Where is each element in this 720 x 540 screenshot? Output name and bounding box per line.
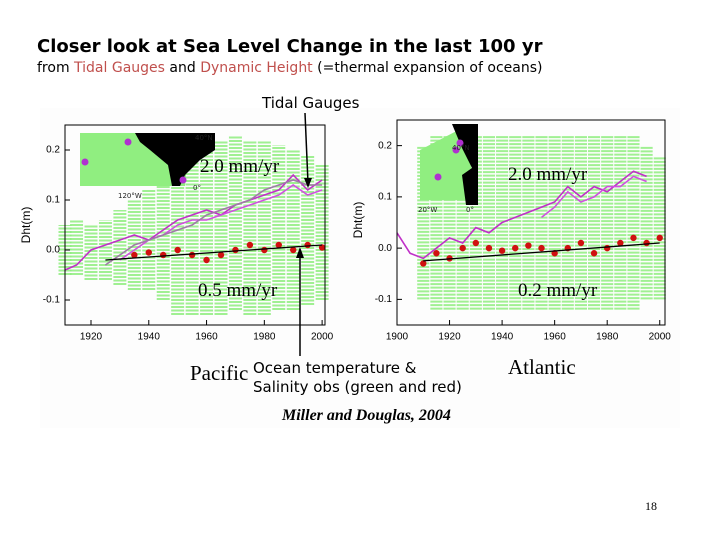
data-point: [485, 244, 493, 252]
region-label: Pacific: [190, 361, 248, 385]
region-label: Atlantic: [508, 355, 576, 379]
subtitle-part: Tidal Gauges: [73, 60, 165, 76]
data-point: [643, 239, 650, 247]
data-point: [188, 251, 196, 259]
y-axis-label: Dht(m): [351, 202, 365, 239]
plot-frame: [396, 119, 666, 326]
callout: Tidal Gauges: [261, 94, 360, 112]
data-point: [617, 239, 624, 247]
data-point: [498, 247, 506, 254]
arrow-head: [296, 247, 304, 258]
slide-subtitle: from Tidal Gauges and Dynamic Height (=t…: [37, 60, 542, 76]
inset-site: [81, 158, 89, 166]
y-tick-label: 0.2: [46, 145, 60, 156]
data-point: [318, 244, 326, 251]
series-line: [105, 244, 323, 261]
arrow-head: [304, 178, 312, 188]
data-point: [420, 260, 427, 267]
y-tick-label: 0.0: [46, 245, 60, 256]
data-point: [538, 244, 545, 252]
subtitle-part: and: [165, 60, 200, 76]
data-point: [290, 246, 297, 254]
rate-annotation: 2.0 mm/yr: [200, 156, 280, 177]
inset-land: [452, 124, 478, 205]
x-tick-label: 1980: [596, 332, 619, 343]
data-point: [590, 250, 598, 257]
x-tick-label: 1900: [386, 332, 409, 343]
y-tick-label: 0.0: [378, 243, 392, 254]
x-tick-label: 1960: [195, 332, 218, 343]
x-tick-label: 1960: [544, 332, 567, 343]
rate-annotation: 0.2 mm/yr: [518, 280, 598, 301]
callout: Salinity obs (green and red): [253, 378, 462, 396]
subtitle-part: Dynamic Height: [200, 60, 313, 76]
x-tick-label: 1920: [80, 332, 103, 343]
series-line: [104, 179, 323, 266]
inset-label: 120°W: [118, 192, 142, 200]
inset-label: 20°W: [418, 206, 437, 214]
rate-annotation: 2.0 mm/yr: [508, 164, 588, 185]
inset-site: [124, 138, 132, 146]
x-tick-label: 1940: [491, 332, 514, 343]
x-tick-label: 1940: [138, 332, 161, 343]
data-point: [304, 241, 311, 249]
data-point: [577, 239, 585, 247]
series-line: [541, 175, 647, 219]
series-line: [64, 173, 323, 271]
rate-annotation: 0.5 mm/yr: [198, 280, 278, 301]
series-line: [423, 242, 660, 262]
y-tick-label: -0.1: [43, 295, 61, 306]
y-axis-label: Dht(m): [19, 207, 33, 244]
data-point: [525, 242, 532, 249]
data-point: [603, 244, 611, 252]
series-line: [396, 170, 647, 260]
data-point: [656, 234, 663, 242]
inset-label: 40°N: [195, 134, 213, 142]
data-point: [472, 239, 480, 247]
subtitle-part: from: [37, 60, 74, 76]
callout-arrow: [304, 112, 309, 184]
inset-label: 0°: [193, 184, 201, 192]
y-tick-label: 0.1: [378, 192, 392, 203]
data-point: [131, 251, 138, 259]
data-point: [261, 246, 268, 254]
data-point: [246, 241, 254, 249]
y-tick-label: 0.2: [378, 140, 392, 151]
data-point: [275, 241, 282, 249]
data-point: [433, 250, 440, 257]
plot-frame: [64, 124, 326, 326]
inset-site: [456, 139, 464, 147]
inset-label: 40°N: [452, 144, 470, 152]
charts: 40°N 120°W 0° -0.1 0.0 0.1 0.2 1920 1940 1960 1980…: [19, 119, 672, 343]
page-number: 18: [645, 499, 657, 513]
callout: Ocean temperature &: [253, 359, 417, 377]
subtitle-part: (=thermal expansion of oceans): [313, 60, 543, 76]
inset-site: [452, 146, 460, 154]
data-point: [232, 246, 239, 254]
x-tick-label: 2000: [649, 332, 672, 343]
inset-label: 0°: [466, 206, 474, 214]
data-point: [512, 244, 519, 252]
data-point: [459, 244, 466, 252]
inset-site: [179, 176, 187, 184]
y-tick-label: -0.1: [375, 294, 393, 305]
data-point: [203, 256, 210, 264]
y-tick-label: 0.1: [46, 195, 60, 206]
inset-land: [135, 133, 215, 186]
x-tick-label: 2000: [311, 332, 334, 343]
data-point: [145, 249, 152, 256]
x-tick-label: 1920: [438, 332, 461, 343]
slide-title: Closer look at Sea Level Change in the l…: [37, 36, 543, 57]
data-point: [217, 251, 225, 259]
caption: Miller and Douglas, 2004: [281, 407, 451, 424]
x-tick-label: 1980: [253, 332, 276, 343]
data-point: [160, 251, 167, 259]
inset-site: [434, 173, 442, 181]
data-point: [174, 246, 181, 254]
data-point: [630, 234, 637, 242]
